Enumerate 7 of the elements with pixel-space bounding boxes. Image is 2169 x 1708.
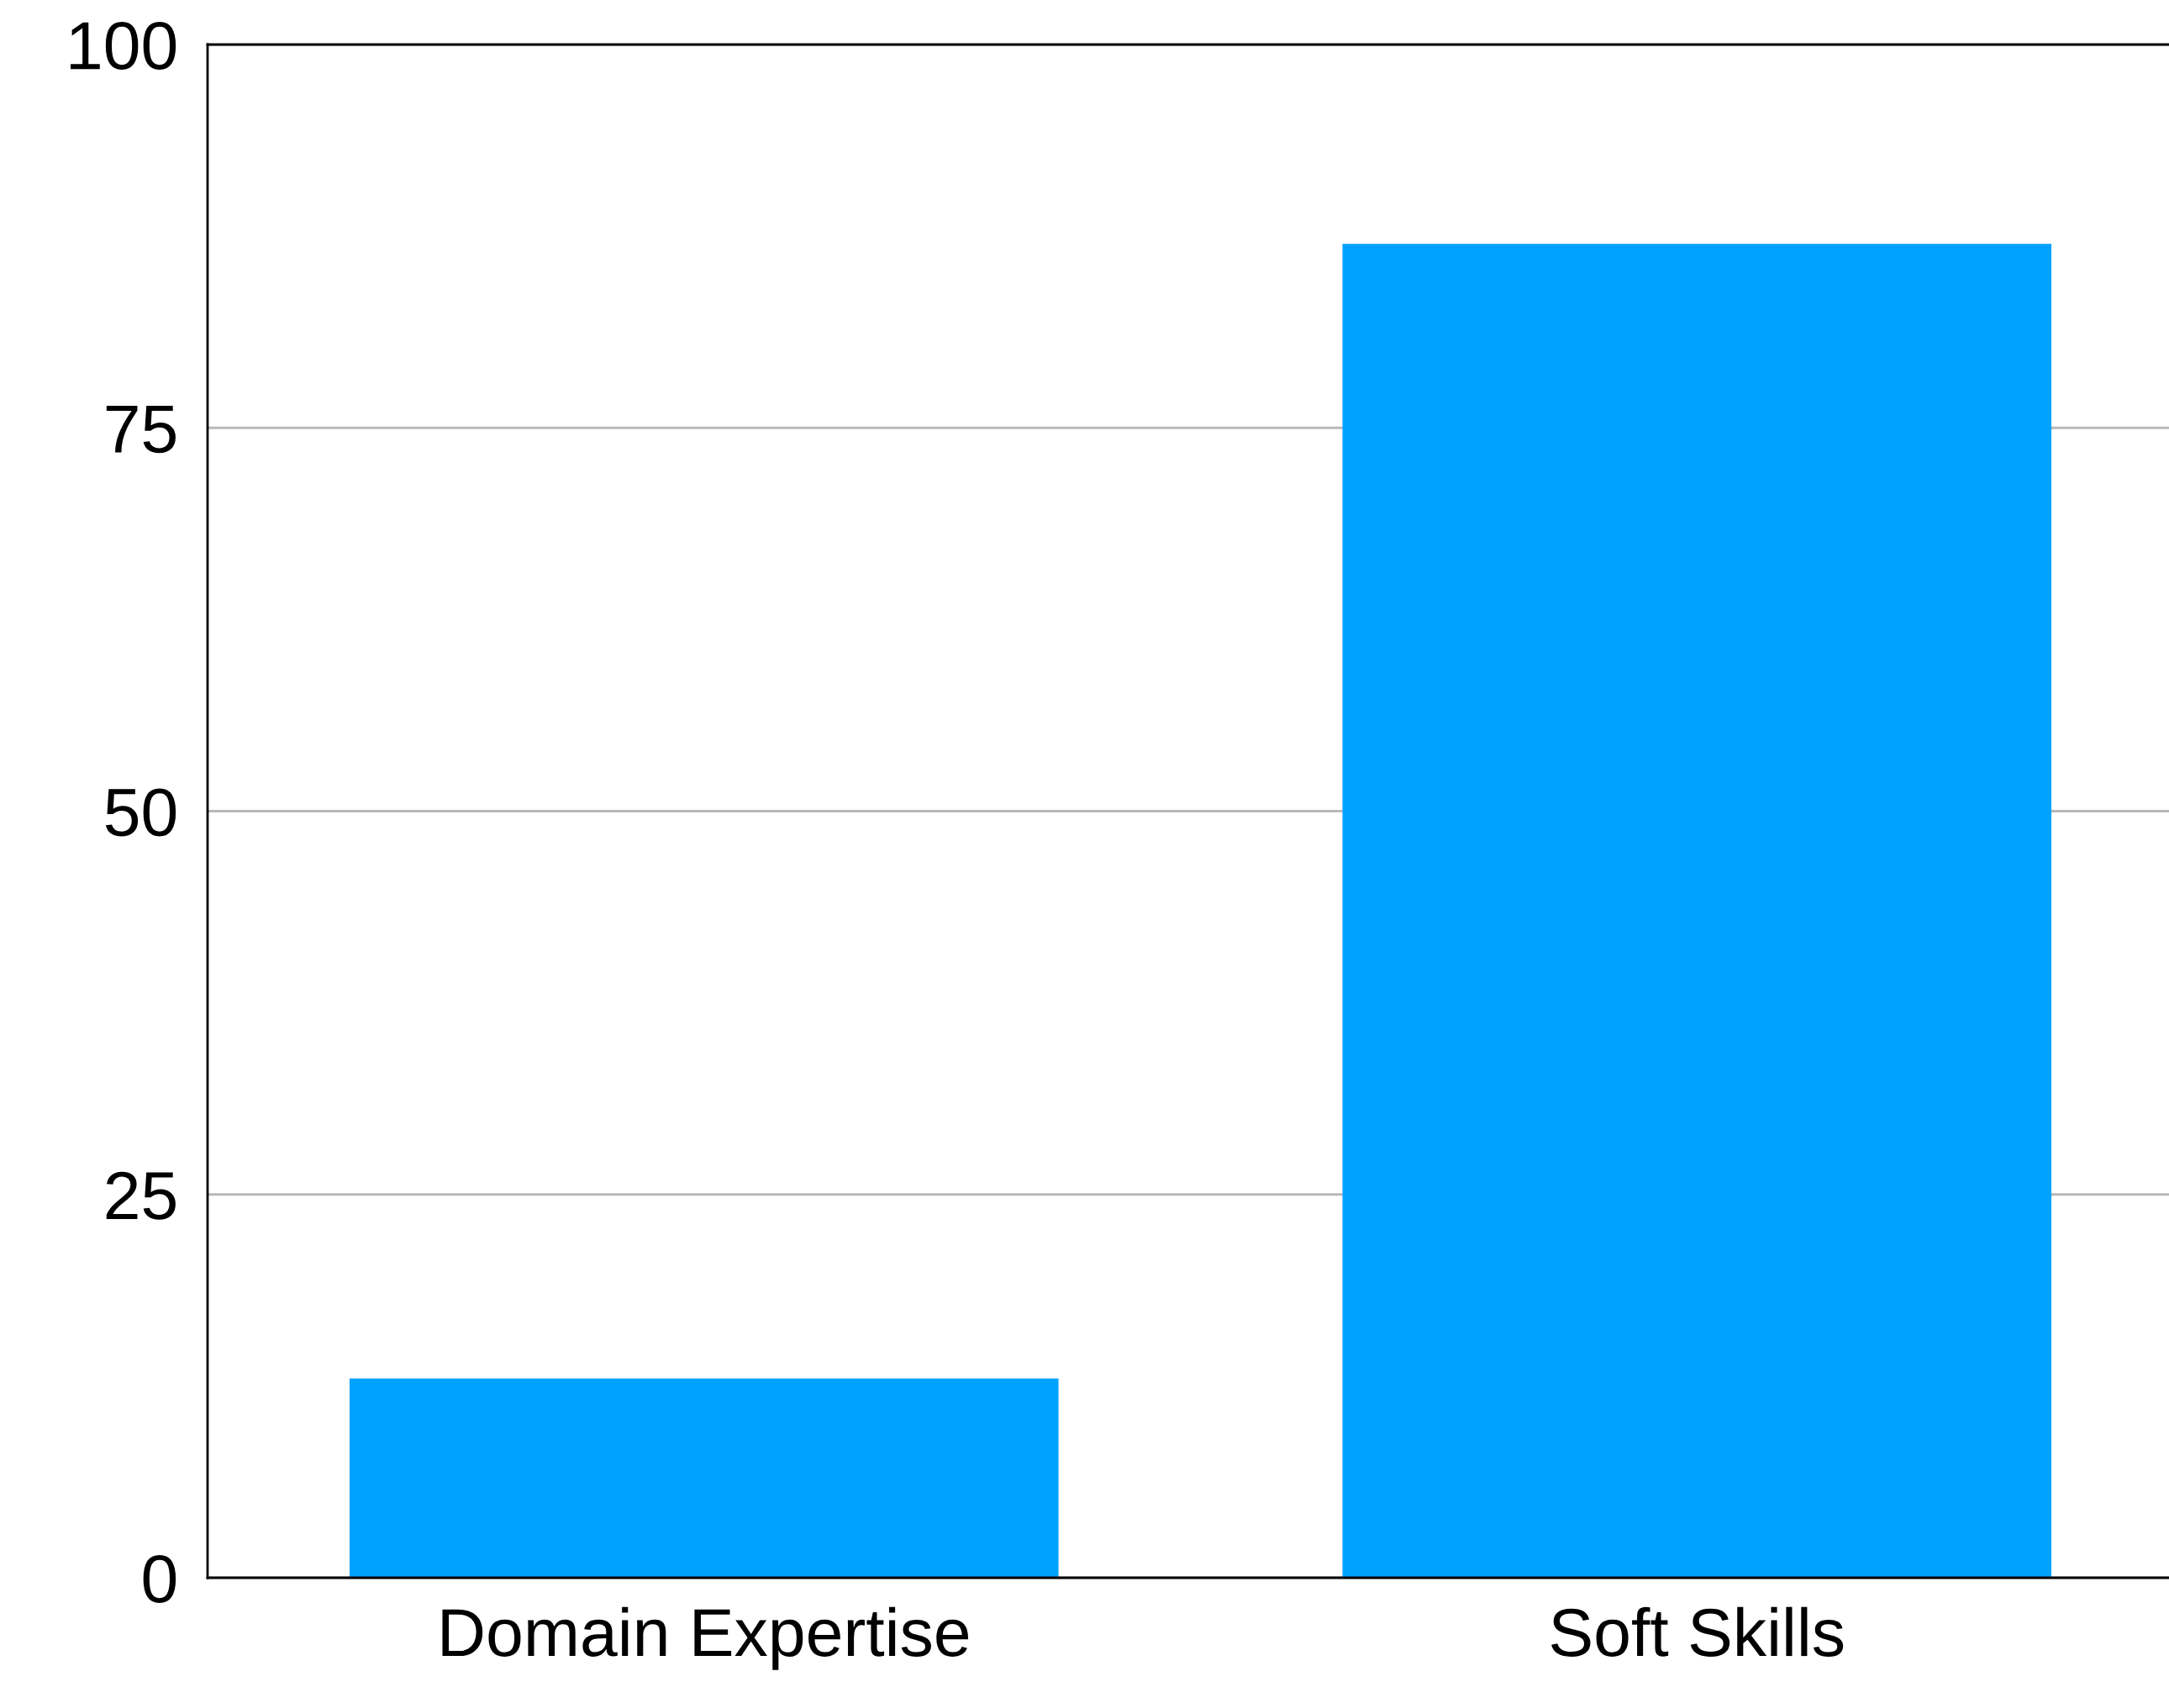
y-tick-label: 25 xyxy=(106,1171,176,1220)
y-tick-label: 100 xyxy=(71,21,176,70)
x-tick-label: Soft Skills xyxy=(1551,1606,1844,1657)
y-tick-label: 75 xyxy=(106,406,176,454)
y-tick-label: 0 xyxy=(143,1554,176,1603)
x-tick-label: Domain Expertise xyxy=(442,1606,969,1670)
y-tick-label: 50 xyxy=(105,788,176,837)
